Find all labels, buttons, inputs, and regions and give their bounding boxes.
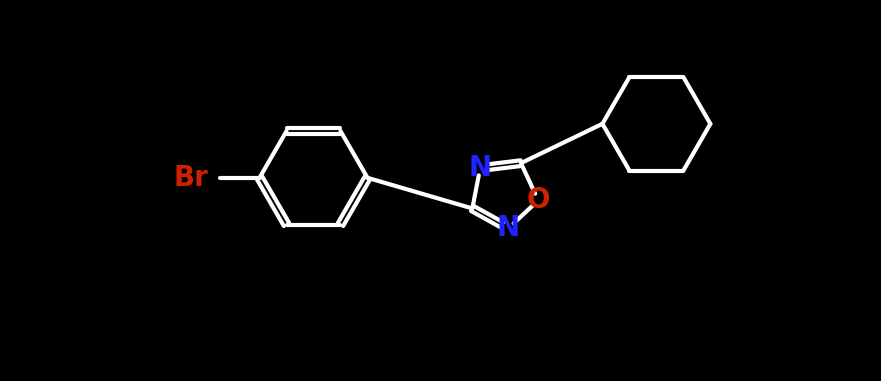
Text: N: N: [497, 215, 520, 242]
Text: O: O: [527, 186, 550, 215]
Text: N: N: [469, 154, 492, 182]
Text: Br: Br: [174, 164, 208, 192]
